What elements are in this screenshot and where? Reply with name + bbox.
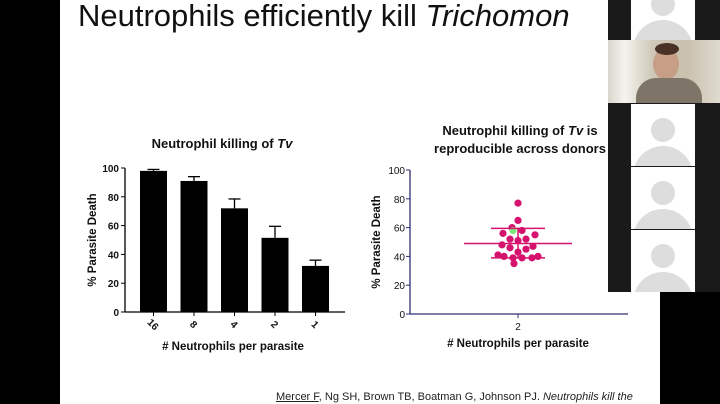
y-tick-label: 100 (388, 166, 405, 177)
y-tick-label: 40 (394, 252, 406, 263)
data-point (529, 242, 537, 250)
x-tick-label: 4 (228, 319, 240, 331)
x-tick-label: 16 (145, 317, 161, 333)
avatar-icon (651, 0, 675, 16)
y-tick-label: 20 (108, 279, 120, 290)
bar (140, 170, 167, 312)
y-tick-label: 20 (394, 281, 406, 292)
speaker-video[interactable] (608, 40, 720, 103)
data-point (531, 231, 539, 239)
y-axis-label: % Parasite Death (87, 193, 99, 286)
y-tick-label: 60 (394, 224, 406, 235)
x-tick-label: 2 (515, 322, 521, 333)
participant-tile[interactable] (631, 230, 695, 292)
bar (221, 208, 248, 312)
chart-title-part: Neutrophil killing of (152, 136, 278, 151)
bar (261, 237, 289, 312)
avatar-icon (651, 118, 675, 142)
data-point (506, 235, 514, 243)
avatar-body (633, 20, 693, 40)
x-axis-label: # Neutrophils per parasite (447, 338, 589, 350)
avatar-icon (651, 244, 675, 268)
chart-title-part: Neutrophil killing of (442, 123, 568, 138)
participant-tile[interactable] (631, 0, 695, 40)
black-area (660, 292, 720, 404)
data-point (522, 245, 530, 253)
y-axis-label: % Parasite Death (371, 195, 383, 288)
chart-title-part: is (583, 123, 597, 138)
data-point (498, 241, 506, 249)
chart-title: Neutrophil killing of Tv is (442, 123, 597, 138)
chart-title-line2: reproducible across donors (434, 141, 606, 156)
citation: Mercer F, Ng SH, Brown TB, Boatman G, Jo… (276, 391, 633, 403)
y-tick-label: 80 (394, 195, 406, 206)
y-tick-label: 0 (113, 308, 119, 319)
x-tick-label: 1 (309, 319, 321, 331)
slide-title: Neutrophils efficiently kill Trichomon (78, 0, 570, 33)
chart-title: Neutrophil killing of Tv (152, 136, 294, 151)
data-point (494, 251, 502, 259)
x-tick-label: 2 (268, 319, 280, 331)
avatar-body (633, 272, 693, 292)
citation-link[interactable]: Mercer F (276, 391, 319, 403)
bar (302, 265, 329, 312)
data-point (514, 199, 522, 207)
data-point (534, 252, 542, 260)
data-point (514, 216, 522, 224)
data-point (510, 260, 518, 268)
speaker-hair (655, 43, 679, 55)
speaker-shirt (636, 78, 702, 103)
y-tick-label: 40 (108, 250, 120, 261)
data-point (500, 252, 508, 260)
avatar-body (633, 209, 693, 229)
avatar-body (633, 146, 693, 166)
y-tick-label: 80 (108, 193, 120, 204)
chart-title-part: Tv (568, 123, 584, 138)
participant-tile[interactable] (631, 167, 695, 229)
x-axis-label: # Neutrophils per parasite (162, 341, 304, 353)
y-tick-label: 0 (399, 310, 405, 321)
x-tick-label: 8 (187, 319, 199, 331)
participant-tile[interactable] (631, 104, 695, 166)
y-tick-label: 100 (102, 164, 119, 175)
bar (180, 180, 208, 312)
avatar-icon (651, 181, 675, 205)
y-tick-label: 60 (108, 222, 120, 233)
chart-title-part: Tv (277, 136, 293, 151)
data-point (522, 235, 530, 243)
data-point (506, 244, 514, 252)
data-point (499, 229, 507, 237)
